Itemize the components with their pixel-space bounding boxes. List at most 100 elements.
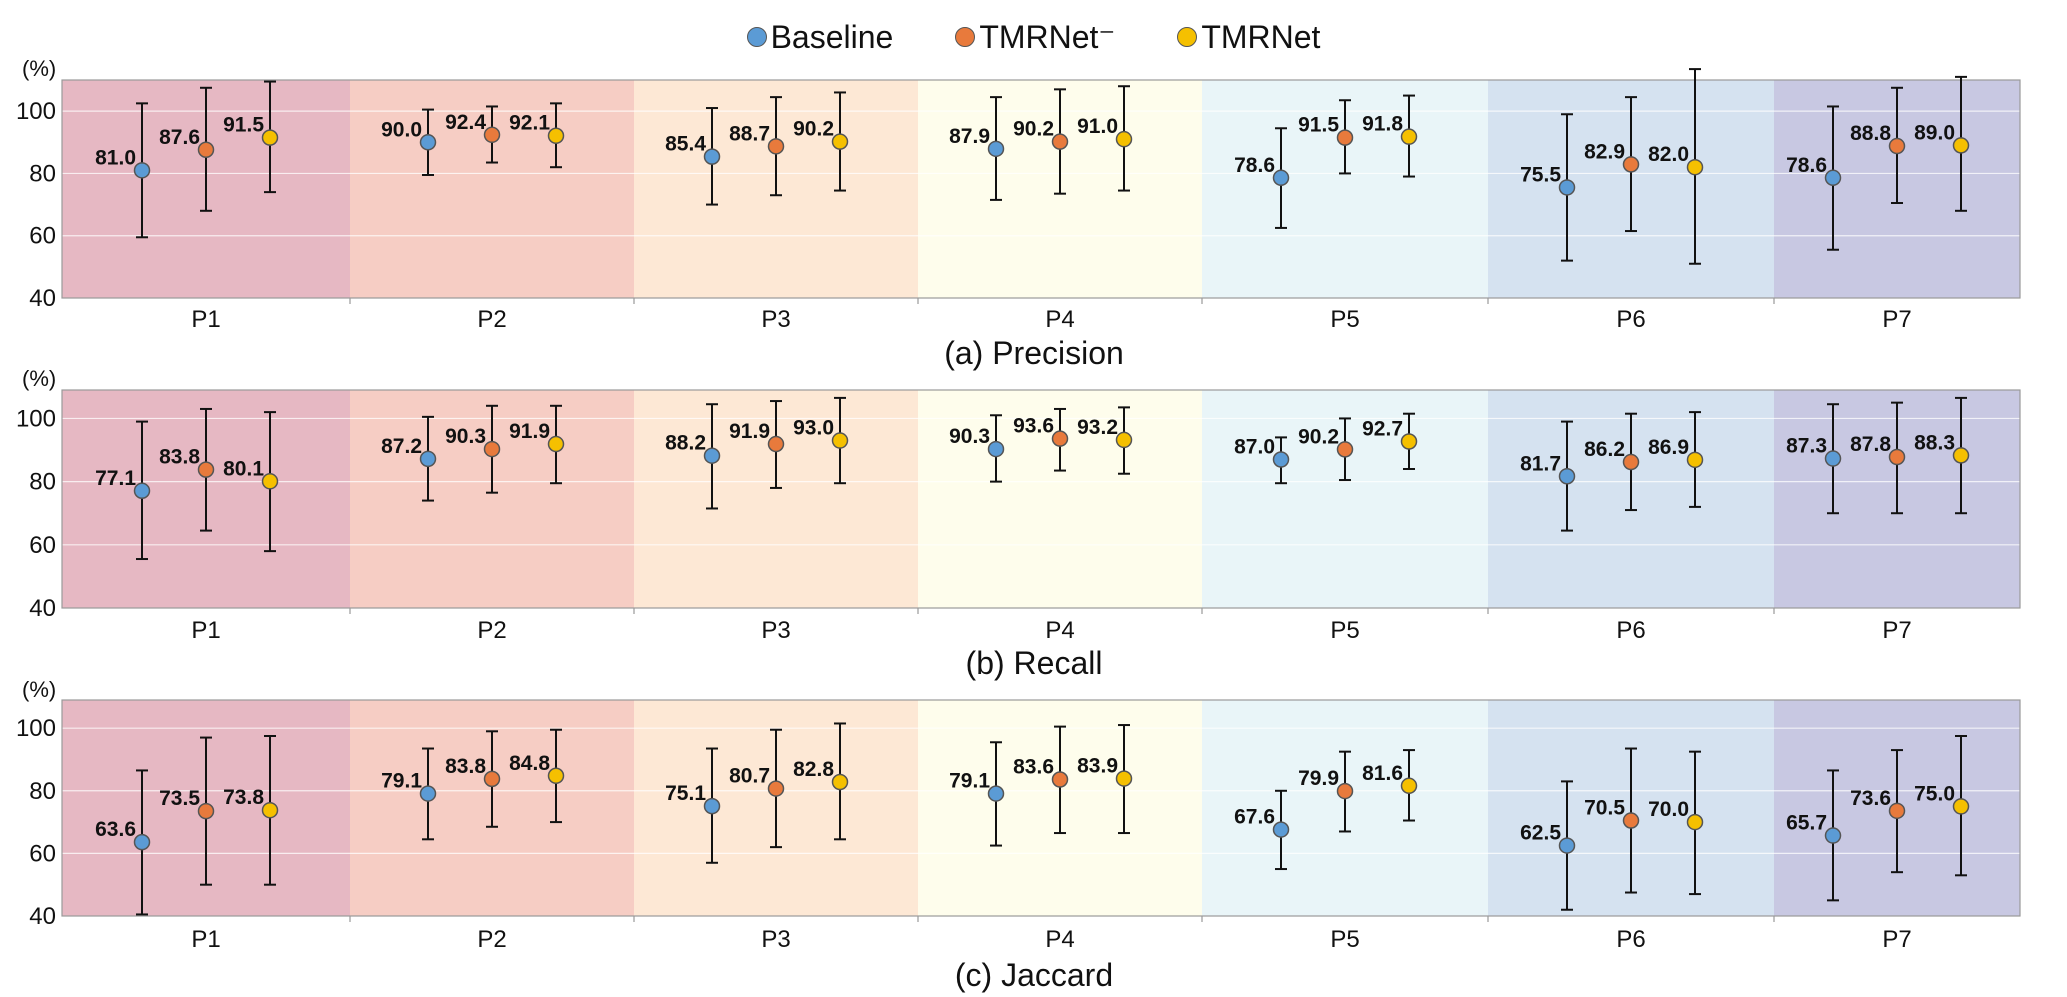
panel-3-p3-tmrnet-point (831, 773, 849, 791)
panel-2-p4-baseline-point (987, 440, 1005, 458)
panel-1-p7-tmrnet-minus-point (1888, 137, 1906, 155)
panel-2-p4-tmrnet-point (1115, 431, 1133, 449)
legend-item-tmrnet: TMRNet (1177, 19, 1320, 56)
panel-1-p5-tmrnet-point (1400, 128, 1418, 145)
panel-3-p7-tmrnet-value-label: 75.0 (1914, 782, 1955, 805)
panel-1-y-tick-label-40: 40 (29, 285, 56, 312)
panel-3-y-tick-label-100: 100 (16, 715, 56, 742)
panel-2-p4-tmrnet-minus-point (1051, 430, 1069, 447)
panel-2-p6-tmrnet-minus-point (1622, 453, 1640, 471)
panel-3-p7-tmrnet-minus-point (1888, 802, 1906, 820)
panel-2-p5-tmrnet-value-label: 92.7 (1362, 417, 1403, 440)
panel-3-p2-baseline-value-label: 79.1 (381, 770, 422, 793)
panel-2-p6-tmrnet-minus-value-label: 86.2 (1584, 438, 1625, 461)
panel-3-p3-baseline-point (703, 797, 721, 815)
panel-3-y-tick-label-40: 40 (29, 903, 56, 930)
panel-1-p4-tmrnet-point (1115, 130, 1133, 148)
panel-1-p5-baseline-value-label: 78.6 (1234, 154, 1275, 177)
panel-3-p7-tmrnet-minus-value-label: 73.6 (1850, 787, 1891, 810)
panel-3-category-label-p1: P1 (191, 926, 220, 953)
panel-2-y-tick-label-100: 100 (16, 405, 56, 432)
panel-3-p2-baseline-point (419, 785, 437, 802)
panel-1-p3-tmrnet-minus-value-label: 88.7 (729, 122, 770, 145)
panel-1-p1-baseline-point (133, 162, 151, 179)
panel-3-p5-baseline-point (1272, 821, 1290, 838)
panel-1-p1-tmrnet-minus-point (197, 141, 215, 159)
legend-label-tmrnet-minus: TMRNet⁻ (979, 19, 1116, 55)
panel-3-p2-tmrnet-minus-point (483, 770, 501, 788)
panel-2-p3-tmrnet-minus-value-label: 91.9 (729, 420, 770, 443)
panel-3-p5-tmrnet-point (1400, 777, 1418, 795)
panel-2-p5-tmrnet-minus-point (1336, 441, 1354, 458)
panel-2-p5-baseline-point (1272, 451, 1290, 468)
panel-3-caption: (c) Jaccard (955, 957, 1113, 993)
panel-3-p1-tmrnet-minus-value-label: 73.5 (159, 787, 200, 810)
panel-2-category-label-p1: P1 (191, 617, 220, 644)
panel-3-y-tick-label-80: 80 (29, 778, 56, 805)
panel-3-p3-tmrnet-value-label: 82.8 (793, 758, 834, 781)
panel-1-y-tick-label-80: 80 (29, 160, 56, 187)
panel-2-p7-baseline-value-label: 87.3 (1786, 435, 1827, 458)
panel-3-p6-tmrnet-minus-point (1622, 812, 1640, 829)
panel-1-p2-tmrnet-minus-value-label: 92.4 (445, 111, 486, 134)
panel-1-p7-tmrnet-minus-value-label: 88.8 (1850, 122, 1891, 145)
panel-3-p5-tmrnet-value-label: 81.6 (1362, 762, 1403, 785)
panel-1-y-tick-label-60: 60 (29, 223, 56, 250)
panel-2-category-label-p4: P4 (1045, 617, 1074, 644)
panel-3-p1-baseline-point (133, 833, 151, 851)
legend-label-baseline: Baseline (770, 18, 894, 55)
panel-3-category-label-p2: P2 (477, 926, 506, 953)
panel-1-p2-tmrnet-minus-point (483, 126, 501, 144)
panel-2-p3-tmrnet-minus-point (767, 435, 785, 453)
panel-1-p6-tmrnet-value-label: 82.0 (1648, 143, 1689, 166)
legend-item-tmrnet-minus: TMRNet⁻ (955, 18, 1115, 56)
panel-2-p3-baseline-value-label: 88.2 (665, 432, 706, 455)
panel-2-p7-tmrnet-value-label: 88.3 (1914, 431, 1955, 454)
panel-1-p3-tmrnet-minus-point (767, 138, 785, 155)
panel-3-p6-tmrnet-value-label: 70.0 (1648, 798, 1689, 821)
panel-2-category-label-p6: P6 (1616, 617, 1645, 644)
panel-2-p1-baseline-value-label: 77.1 (95, 467, 136, 490)
panel-3-y-tick-label-60: 60 (29, 840, 56, 867)
panel-2-p5-baseline-value-label: 87.0 (1234, 436, 1275, 459)
panel-1-p7-tmrnet-point (1952, 137, 1970, 154)
panel-2-category-label-p2: P2 (477, 617, 506, 644)
panel-2-p7-baseline-point (1824, 450, 1842, 467)
panel-3-p1-tmrnet-minus-point (197, 802, 215, 820)
panel-1-caption: (a) Precision (944, 335, 1124, 371)
panel-1-plot-frame (61, 79, 2021, 299)
panel-3-category-label-p3: P3 (761, 926, 790, 953)
panel-1-p6-tmrnet-minus-point (1622, 156, 1640, 173)
panel-1-p4-baseline-value-label: 87.9 (949, 125, 990, 148)
panel-1-p5-tmrnet-minus-value-label: 91.5 (1298, 114, 1339, 137)
panel-3-p6-baseline-point (1558, 837, 1576, 854)
panel-3-p7-tmrnet-point (1952, 798, 1970, 815)
panel-2-p6-baseline-value-label: 81.7 (1520, 452, 1561, 475)
panel-2-caption: (b) Recall (966, 645, 1103, 681)
panel-2-y-tick-label-60: 60 (29, 532, 56, 559)
panel-2-p4-baseline-value-label: 90.3 (949, 425, 990, 448)
panel-2-p7-tmrnet-point (1952, 447, 1970, 464)
panel-1-category-label-p2: P2 (477, 306, 506, 333)
panel-2-plot-frame (61, 389, 2021, 609)
panel-1-category-label-p3: P3 (761, 306, 790, 333)
panel-1-category-label-p5: P5 (1330, 306, 1359, 333)
panel-1-p1-baseline-value-label: 81.0 (95, 146, 136, 169)
panel-2-p3-baseline-point (703, 447, 721, 464)
panel-1-category-label-p1: P1 (191, 306, 220, 333)
panel-3-p5-baseline-value-label: 67.6 (1234, 806, 1275, 829)
panel-3-p4-tmrnet-minus-point (1051, 771, 1069, 788)
panel-3-category-label-p7: P7 (1882, 926, 1911, 953)
panel-1-p2-baseline-point (419, 134, 437, 151)
panel-2-p2-tmrnet-value-label: 91.9 (509, 420, 550, 443)
panel-2-p4-tmrnet-minus-value-label: 93.6 (1013, 415, 1054, 438)
panel-2-p2-tmrnet-minus-value-label: 90.3 (445, 425, 486, 448)
panel-1-p3-tmrnet-value-label: 90.2 (793, 118, 834, 141)
panel-1-p1-tmrnet-point (261, 129, 279, 146)
legend-label-tmrnet: TMRNet (1201, 18, 1321, 55)
panel-1-p7-tmrnet-value-label: 89.0 (1914, 121, 1955, 144)
panel-1-p6-baseline-point (1558, 179, 1576, 196)
panel-2-p6-baseline-point (1558, 468, 1576, 485)
panel-1-p4-baseline-point (987, 140, 1005, 158)
